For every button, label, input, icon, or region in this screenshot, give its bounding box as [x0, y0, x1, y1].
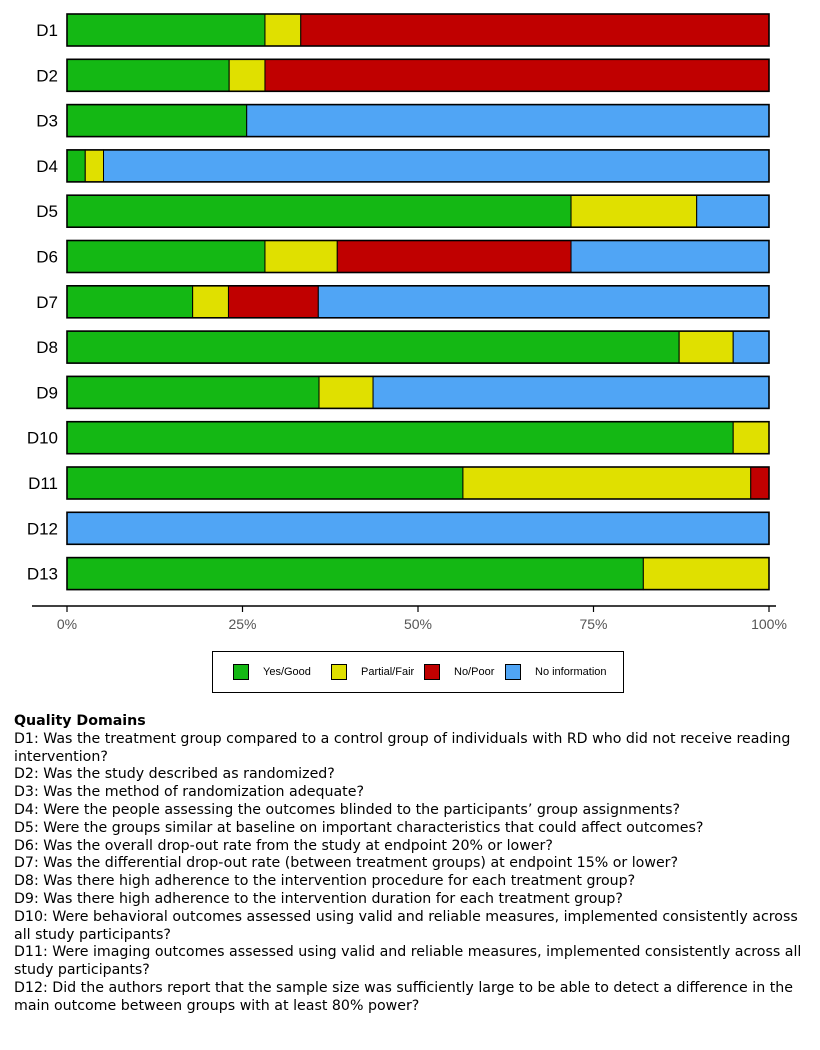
- y-label-d5: D5: [36, 202, 58, 221]
- domain-d7: D7: Was the differential drop-out rate (…: [14, 855, 679, 872]
- bar-segment-d8-no-information: [732, 330, 770, 364]
- domain-d8: D8: Was there high adherence to the inte…: [14, 873, 636, 890]
- bar-outline-d12: [66, 511, 770, 546]
- bar-segment-d10-partial-fair: [732, 421, 770, 455]
- legend-item-no-information: No information: [505, 652, 607, 692]
- bar-segment-d1-no-poor: [300, 13, 770, 47]
- bar-outline-d2: [66, 58, 770, 93]
- legend-item-no-poor: No/Poor: [424, 652, 494, 692]
- y-label-d10: D10: [27, 429, 58, 448]
- domain-d12: D12: Did the authors report that the sam…: [14, 979, 793, 1014]
- bar-outline-d9: [66, 375, 770, 410]
- bars-layer: [66, 13, 770, 591]
- x-tick-label-50: 50%: [404, 616, 432, 632]
- bar-segment-d5-yes-good: [66, 194, 572, 228]
- bar-segment-d6-partial-fair: [264, 240, 338, 273]
- bar-segment-d8-yes-good: [66, 330, 680, 364]
- domain-d4: D4: Were the people assessing the outcom…: [14, 801, 680, 818]
- x-tick-label-75: 75%: [579, 616, 607, 632]
- bar-outline-d13: [66, 556, 770, 591]
- bar-segment-d1-yes-good: [66, 13, 266, 47]
- legend-label-no-poor: No/Poor: [454, 666, 495, 678]
- bar-segment-d13-yes-good: [66, 557, 644, 591]
- bar-segment-d11-no-poor: [750, 466, 770, 500]
- bar-outline-d10: [66, 420, 770, 455]
- bar-segment-d3-yes-good: [66, 104, 248, 138]
- legend-swatch-no-poor: [424, 664, 440, 680]
- bar-segment-d8-partial-fair: [678, 330, 734, 364]
- bar-segment-d4-yes-good: [66, 149, 86, 183]
- bar-outline-d7: [66, 284, 770, 319]
- domain-d3: D3: Was the method of randomization adeq…: [14, 784, 364, 801]
- bar-segment-d7-no-poor: [227, 285, 319, 319]
- bar-segment-d2-partial-fair: [228, 58, 266, 92]
- y-label-d2: D2: [36, 66, 58, 85]
- legend: Yes/Good Partial/Fair No/Poor No informa…: [212, 651, 624, 693]
- domain-d5: D5: Were the groups similar at baseline …: [14, 819, 704, 836]
- y-label-d7: D7: [36, 293, 58, 312]
- bar-segment-d7-partial-fair: [192, 285, 229, 319]
- x-tick-label-0: 0%: [57, 616, 77, 632]
- y-label-d3: D3: [36, 112, 58, 131]
- bar-segment-d6-no-poor: [336, 240, 572, 273]
- bar-segment-d7-no-information: [317, 285, 770, 319]
- bar-segment-d2-yes-good: [66, 58, 230, 92]
- bar-segment-d13-partial-fair: [642, 557, 770, 591]
- bar-segment-d11-partial-fair: [462, 466, 752, 500]
- bar-segment-d4-no-information: [103, 149, 770, 183]
- quality-domains: Quality Domains D1: Was the treatment gr…: [14, 713, 814, 1016]
- bar-segment-d2-no-poor: [264, 58, 770, 92]
- x-axis-ticks: 0% 25% 50% 75% 100%: [57, 606, 787, 632]
- domain-d11: D11: Were imaging outcomes assessed usin…: [14, 944, 802, 979]
- y-label-d11: D11: [28, 474, 58, 493]
- legend-label-partial-fair: Partial/Fair: [361, 666, 415, 678]
- bar-segment-d5-no-information: [696, 194, 770, 228]
- stacked-bar-chart: 0% 25% 50% 75% 100% D1 D2 D3 D4 D5 D6 D7 D8 D9 D10 D11…: [27, 13, 787, 632]
- bar-segment-d9-no-information: [372, 375, 770, 409]
- legend-swatch-partial-fair: [331, 664, 347, 680]
- legend-swatch-no-information: [505, 664, 521, 680]
- bar-outline-d8: [66, 330, 770, 364]
- bar-segment-d9-yes-good: [66, 375, 320, 409]
- bar-segment-d6-yes-good: [66, 240, 266, 273]
- legend-label-no-information: No information: [535, 666, 607, 678]
- bar-outline-d3: [66, 103, 770, 138]
- bar-outline-d4: [66, 149, 770, 183]
- legend-swatch-yes-good: [233, 664, 249, 680]
- domain-d1: D1: Was the treatment group compared to …: [14, 730, 791, 765]
- bar-segment-d10-yes-good: [66, 421, 734, 455]
- y-label-d6: D6: [36, 248, 58, 267]
- bar-segment-d5-partial-fair: [570, 194, 698, 228]
- bar-outline-d6: [66, 239, 770, 274]
- bar-segment-d12-no-information: [66, 511, 770, 545]
- x-tick-label-100: 100%: [751, 616, 787, 632]
- legend-label-yes-good: Yes/Good: [263, 666, 311, 678]
- y-label-d12: D12: [27, 519, 58, 538]
- bar-segment-d6-no-information: [570, 240, 770, 273]
- bar-outline-d5: [66, 194, 770, 228]
- domain-d9: D9: Was there high adherence to the inte…: [14, 890, 623, 907]
- legend-item-yes-good: Yes/Good: [233, 652, 311, 692]
- bar-segment-d9-partial-fair: [318, 375, 374, 409]
- legend-item-partial-fair: Partial/Fair: [331, 652, 414, 692]
- y-axis-labels: D1 D2 D3 D4 D5 D6 D7 D8 D9 D10 D11 D12 D13: [27, 21, 58, 584]
- y-label-d1: D1: [36, 21, 58, 40]
- bar-outline-d11: [66, 466, 770, 500]
- y-label-d8: D8: [36, 338, 58, 357]
- y-label-d9: D9: [36, 383, 58, 402]
- bar-segment-d3-no-information: [246, 104, 770, 138]
- x-tick-label-25: 25%: [228, 616, 256, 632]
- domain-d2: D2: Was the study described as randomize…: [14, 766, 335, 783]
- bar-segment-d7-yes-good: [66, 285, 194, 319]
- domain-d6: D6: Was the overall drop-out rate from t…: [14, 837, 553, 854]
- bar-segment-d11-yes-good: [66, 466, 464, 500]
- domain-d10: D10: Were behavioral outcomes assessed u…: [14, 908, 798, 943]
- bar-outline-d1: [66, 13, 770, 47]
- quality-domains-title: Quality Domains: [14, 713, 146, 729]
- bar-segment-d4-partial-fair: [84, 149, 105, 183]
- y-label-d4: D4: [36, 157, 58, 176]
- bar-segment-d1-partial-fair: [264, 13, 302, 47]
- y-label-d13: D13: [27, 565, 58, 584]
